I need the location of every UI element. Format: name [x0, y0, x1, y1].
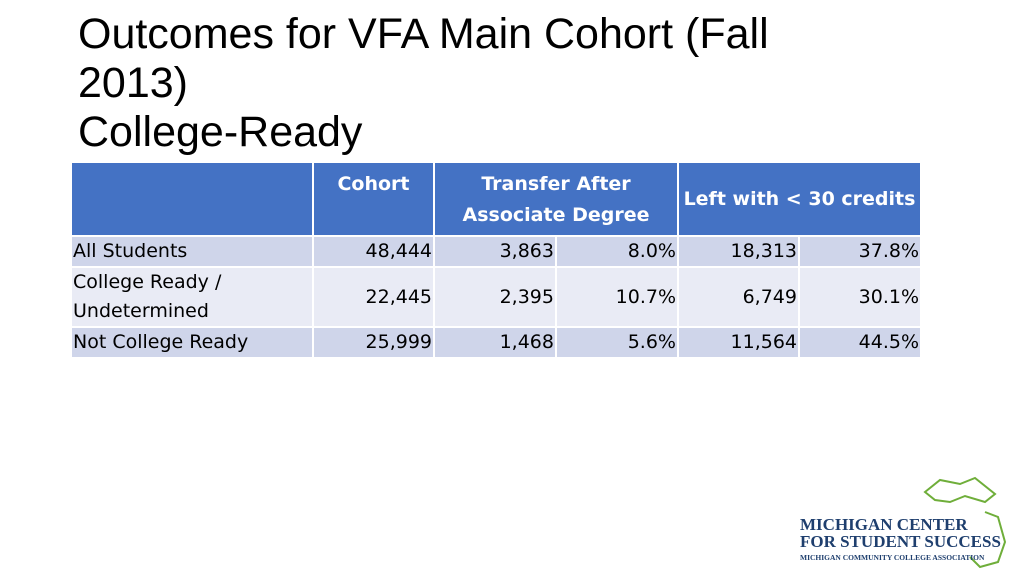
header-row: Cohort Transfer After Associate Degree L… [70, 161, 922, 237]
table-cell: 10.7% [555, 266, 679, 328]
table-cell: 1,468 [433, 326, 557, 359]
title-line: Outcomes for VFA Main Cohort (Fall 2013) [78, 10, 769, 107]
table-cell: 37.8% [798, 235, 922, 268]
table-row: Not College Ready 25,999 1,468 5.6% 11,564 44… [70, 326, 922, 359]
table-cell: 8.0% [555, 235, 679, 268]
table-cell: 18,313 [677, 235, 800, 268]
table-cell: 48,444 [312, 235, 435, 268]
table-cell: 22,445 [312, 266, 435, 328]
row-label: Not College Ready [70, 326, 314, 359]
logo: MICHIGAN CENTER FOR STUDENT SUCCESS MICH… [800, 472, 1020, 572]
header-cell: Left with < 30 credits [677, 161, 922, 237]
table-cell: 25,999 [312, 326, 435, 359]
row-label: College Ready / Undetermined [70, 266, 314, 328]
logo-text: FOR STUDENT SUCCESS [800, 532, 1001, 551]
subtitle: College-Ready [78, 108, 363, 156]
table-cell: 3,863 [433, 235, 557, 268]
header-cell: Cohort [312, 161, 435, 237]
table-cell: 6,749 [677, 266, 800, 328]
logo-text: MICHIGAN COMMUNITY COLLEGE ASSOCIATION [800, 553, 985, 562]
header-cell [70, 161, 314, 237]
table-cell: 44.5% [798, 326, 922, 359]
table-cell: 5.6% [555, 326, 679, 359]
table-cell: 2,395 [433, 266, 557, 328]
logo-map [923, 476, 1007, 569]
table-row: All Students 48,444 3,863 8.0% 18,313 37.8% [70, 235, 922, 268]
logo-text: MICHIGAN CENTER [800, 515, 968, 534]
header-cell: Transfer After Associate Degree [433, 161, 679, 237]
table-row: College Ready / Undetermined 22,445 2,395 1… [70, 266, 922, 328]
table-cell: 11,564 [677, 326, 800, 359]
slide-title: Outcomes for VFA Main Cohort (Fall 2013)… [78, 10, 878, 157]
outcomes-table: Cohort Transfer After Associate Degree L… [70, 161, 922, 359]
table-cell: 30.1% [798, 266, 922, 328]
row-label: All Students [70, 235, 314, 268]
